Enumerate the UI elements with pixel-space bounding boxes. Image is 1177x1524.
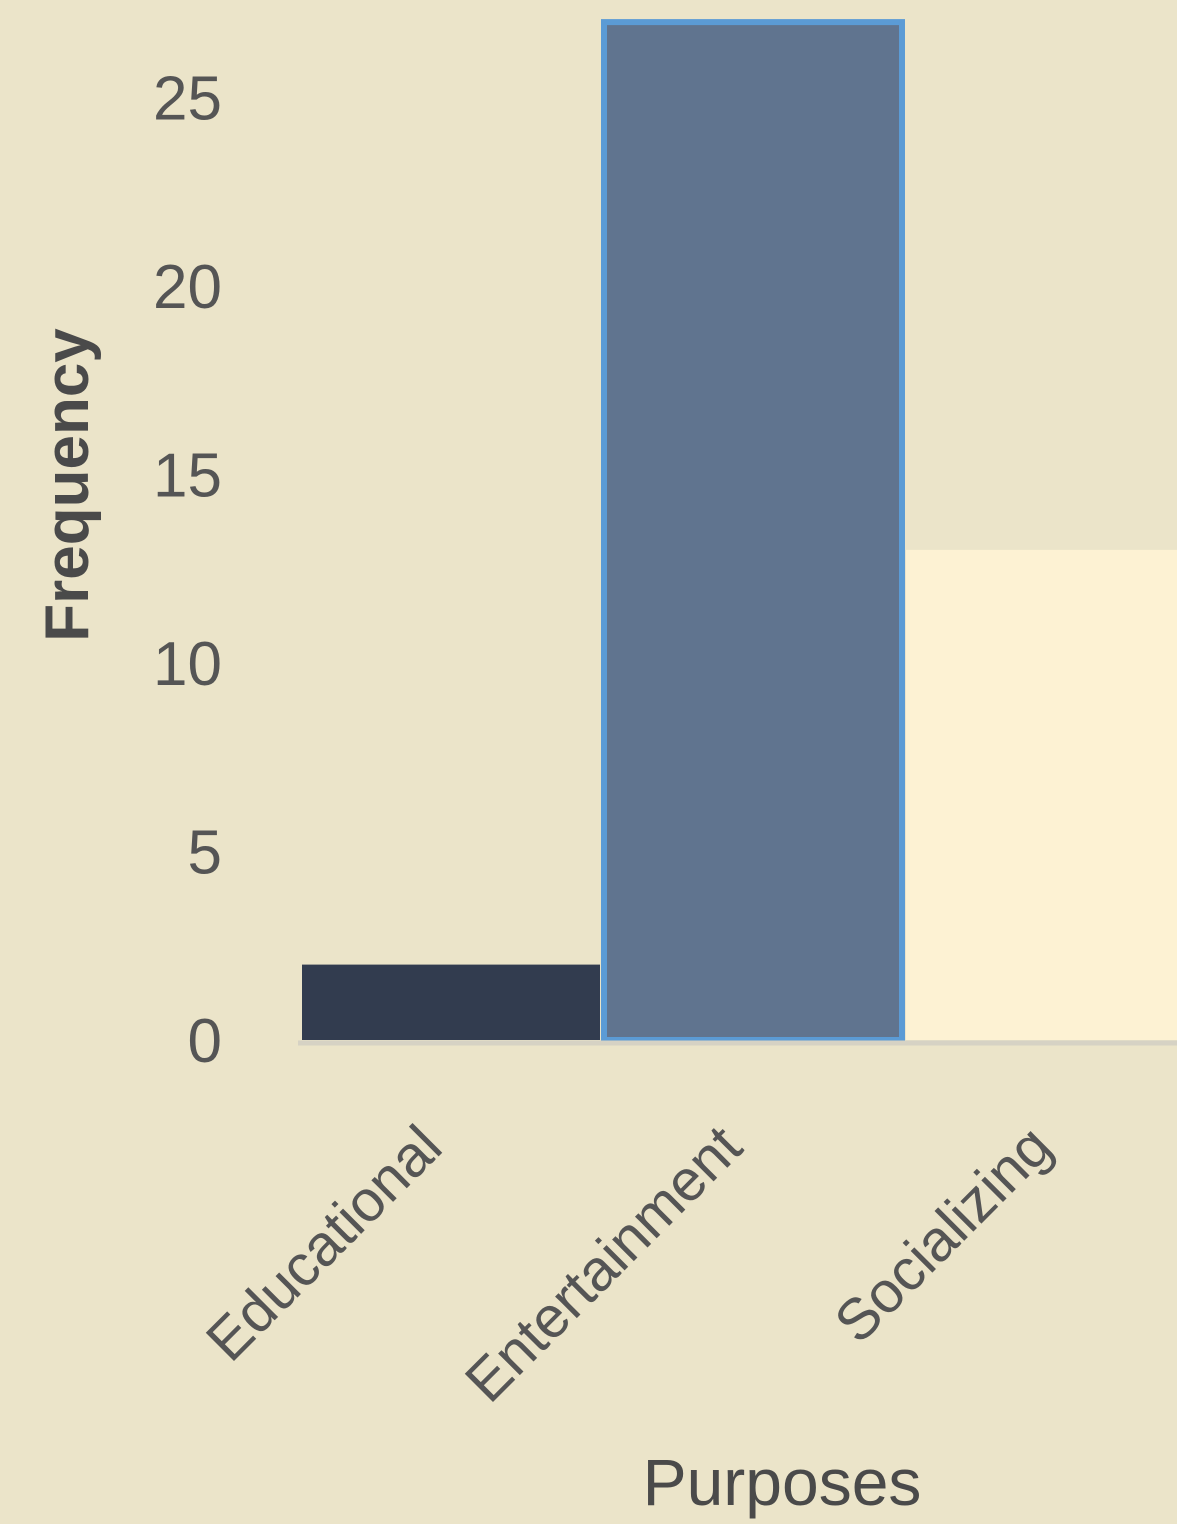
bars-layer [302, 19, 1177, 1044]
y-tick-label: 10 [153, 630, 222, 699]
y-tick-label: 20 [153, 253, 222, 322]
y-tick-label: 15 [153, 442, 222, 511]
y-axis-title: Frequency [33, 328, 102, 642]
bar-educational [302, 964, 600, 1040]
x-axis-title: Purposes [643, 1445, 922, 1519]
y-tick-label: 0 [188, 1007, 222, 1076]
y-tick-label: 25 [153, 65, 222, 134]
bar-socializing [906, 549, 1177, 1040]
y-tick-label: 5 [188, 819, 222, 888]
bar-entertainment [601, 19, 905, 1044]
y-tick-labels: 0 5 10 15 20 25 [153, 65, 222, 1077]
